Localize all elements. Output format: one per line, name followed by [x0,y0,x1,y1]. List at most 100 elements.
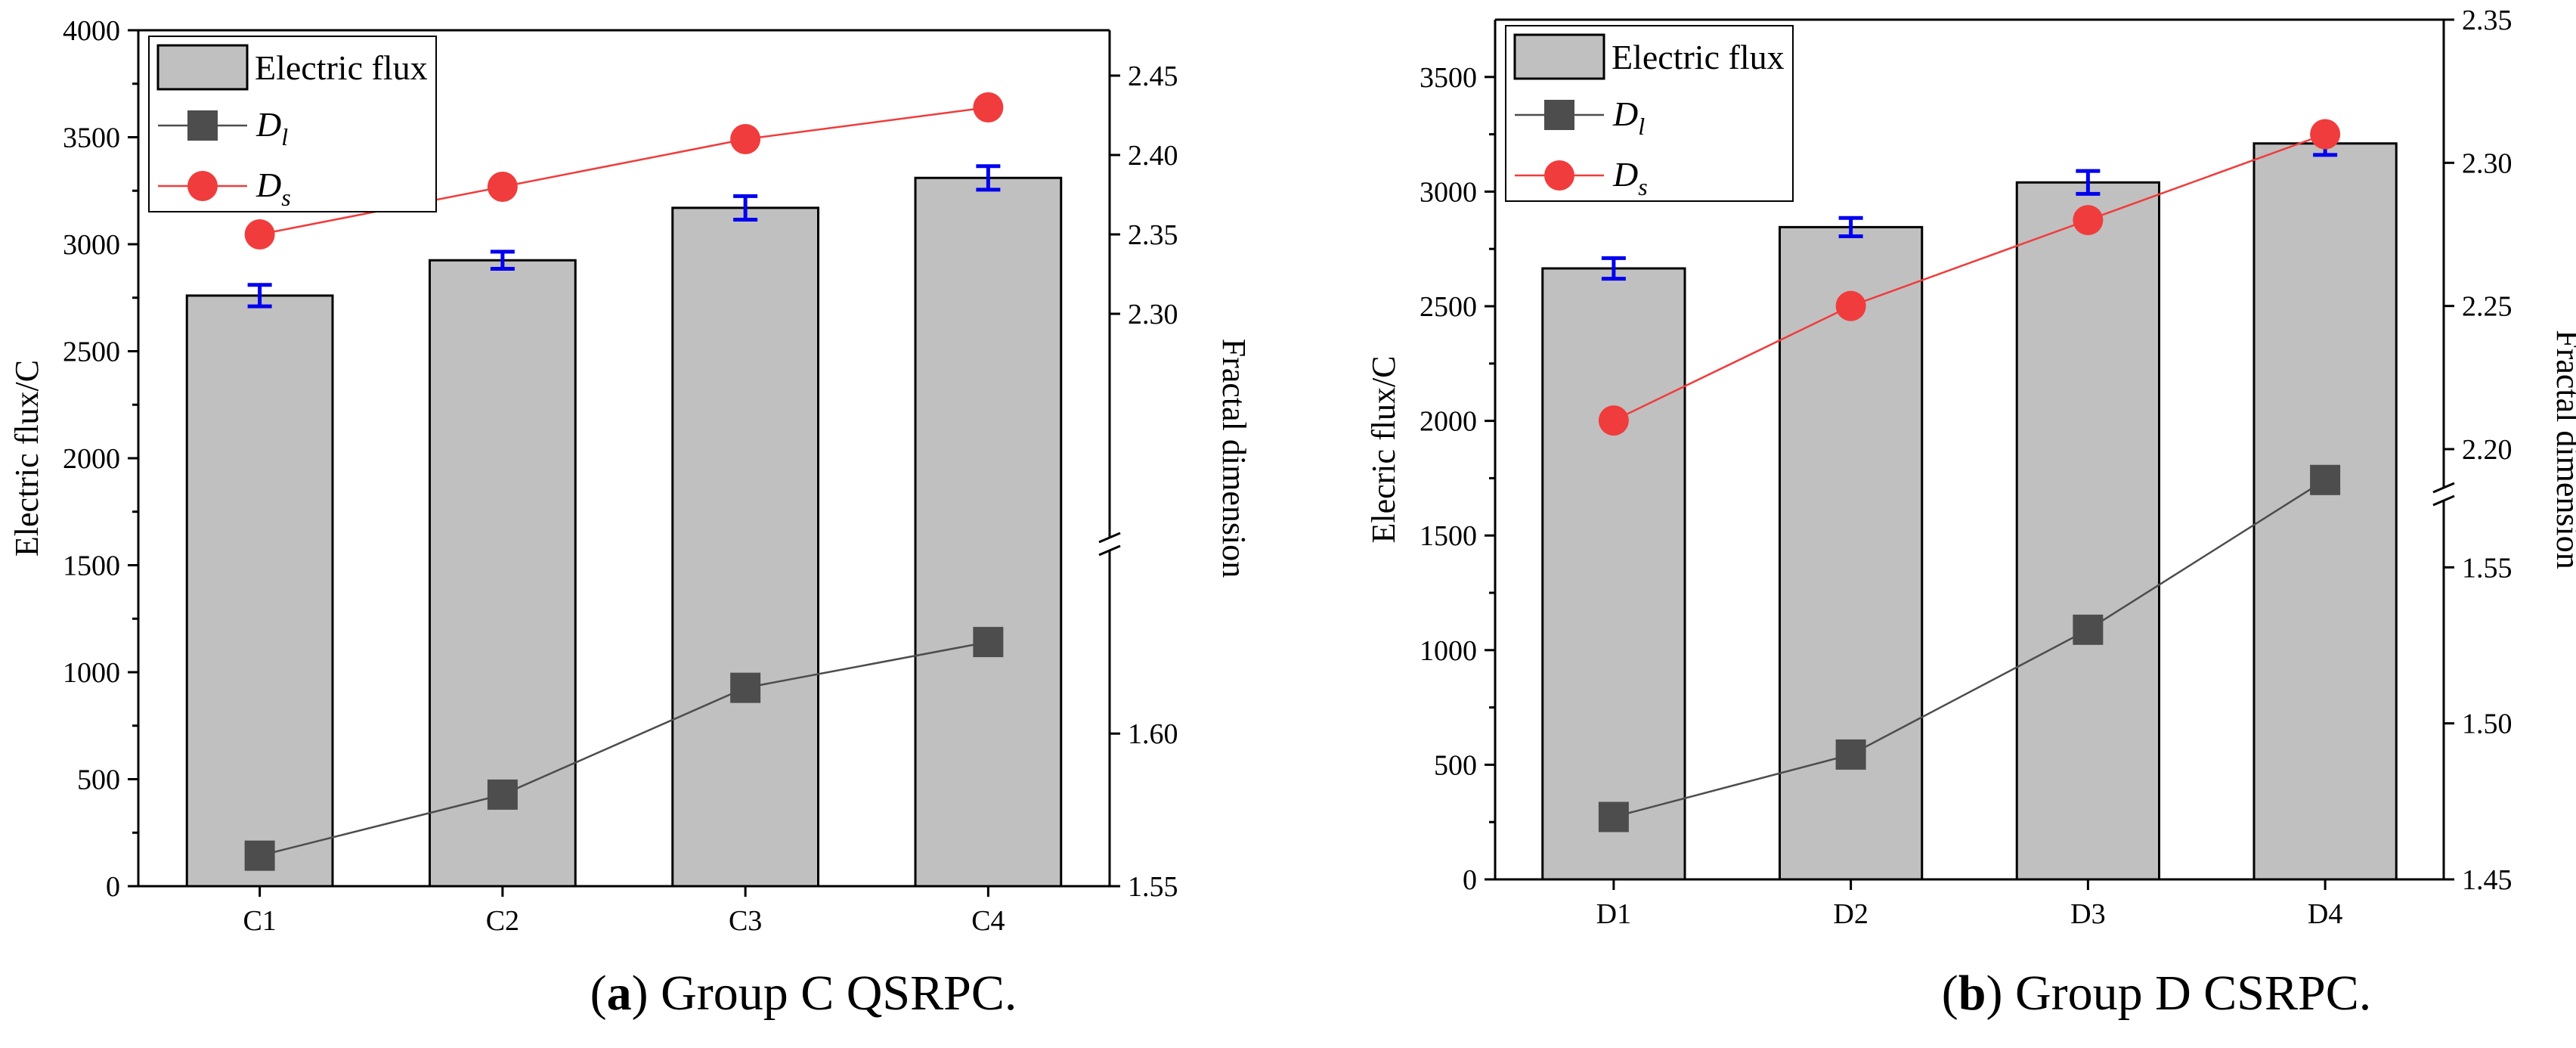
bar-c3 [671,206,819,888]
x-tick-label: D2 [1833,898,1868,930]
bar-c1 [185,294,334,888]
series-line-dl [1613,479,2326,818]
left-tick-label: 2000 [63,443,120,475]
x-tick-label: C4 [971,905,1005,937]
legend-marker-circle [1544,160,1574,191]
caption-letter: b [1958,966,1986,1021]
point-ds-c3 [730,124,761,154]
legend-marker-square [187,110,218,141]
legend-label-main: D [1612,155,1638,194]
left-tick-label: 3000 [1420,176,1477,208]
x-tick-label: C3 [729,905,762,937]
left-tick-label: 2500 [1420,291,1477,323]
axis-break-mark [1098,544,1121,557]
point-dl-d3 [2073,614,2104,645]
x-tick-label: D1 [1596,898,1631,930]
right-tick-label: 1.60 [1128,718,1178,750]
left-tick-label: 2500 [63,336,120,368]
right-tick-label: 1.55 [1128,871,1178,903]
left-tick-label: 3000 [63,229,120,261]
legend-label-sub: s [281,184,290,211]
left-tick-label: 1000 [1420,635,1477,667]
point-dl-c1 [244,840,275,871]
point-ds-c4 [973,92,1004,122]
left-tick-label: 0 [1463,864,1477,896]
axis-break-mark [2432,482,2455,494]
right-axis-title: Fractal dimension [2550,330,2576,569]
point-dl-d2 [1835,739,1866,770]
legend-marker-circle [187,171,218,201]
caption: (b) Group D CSRPC. [1942,966,2371,1021]
x-tick-label: C2 [486,905,519,937]
right-tick-label: 1.50 [2462,708,2513,740]
series-line-dl [259,640,989,857]
right-tick-label: 2.30 [1128,299,1178,330]
left-tick-label: 3500 [63,122,120,154]
right-tick-label: 2.30 [2462,147,2513,179]
legend-swatch-bar [156,44,249,91]
legend-label-dl: Dl [255,105,288,150]
axis-break-mark [2432,495,2455,507]
legend-swatch-bar [1513,33,1605,80]
left-tick-label: 1500 [1420,520,1477,552]
right-tick-label: 1.45 [2462,864,2513,896]
caption-text: Group C QSRPC. [649,966,1017,1021]
legend-marker-square [1544,100,1574,130]
left-tick-label: 500 [1434,749,1477,781]
legend-label-sub: s [1638,173,1647,200]
legend-label-electric-flux: Electric flux [1612,38,1785,76]
legend-label-main: D [1612,95,1638,133]
right-tick-label: 2.40 [1128,140,1178,172]
legend-label-sub: l [1638,113,1645,140]
legend-label-sub: l [281,123,288,150]
point-ds-c1 [244,219,275,250]
right-tick-label: 2.20 [2462,434,2513,466]
axis-break-mark [1098,532,1121,544]
point-dl-d4 [2310,464,2341,495]
caption-letter: a [607,966,632,1021]
bar-d4 [2252,142,2398,881]
x-tick-label: D3 [2070,898,2105,930]
x-tick-label: D4 [2308,898,2342,930]
left-tick-label: 0 [106,871,120,903]
right-tick-label: 2.25 [2462,291,2513,323]
left-tick-label: 500 [77,764,120,796]
left-tick-label: 1500 [63,550,120,582]
point-ds-c2 [487,172,518,202]
point-dl-c3 [730,672,761,703]
right-tick-label: 2.45 [1128,60,1178,92]
right-tick-label: 2.35 [2462,5,2513,36]
x-tick-label: C1 [243,905,276,937]
bar-d3 [2015,181,2160,881]
legend-label-ds: Ds [1612,155,1648,200]
left-tick-label: 2000 [1420,406,1477,438]
legend-label-main: D [255,166,281,204]
bar-d1 [1541,267,1686,881]
left-tick-label: 1000 [63,657,120,689]
legend-label-electric-flux: Electric flux [255,48,428,87]
point-dl-c4 [973,627,1004,658]
caption-text: Group D CSRPC. [2002,966,2371,1021]
point-dl-d1 [1598,802,1629,833]
legend-label-ds: Ds [255,166,291,211]
point-ds-d1 [1598,405,1629,436]
point-ds-d3 [2073,205,2104,236]
point-dl-c2 [487,779,518,810]
bar-c4 [914,176,1063,888]
left-tick-label: 3500 [1420,62,1477,94]
right-tick-label: 1.55 [2462,552,2513,584]
legend-label-main: D [255,105,281,144]
legend-label-dl: Dl [1612,95,1645,140]
left-axis-title: Elecric flux/C [1365,355,1402,543]
right-axis-title: Fractal dimension [1215,339,1252,578]
point-ds-d2 [1835,290,1866,321]
left-axis-title: Electric flux/C [8,360,45,557]
series-line-ds [1613,133,2326,422]
bar-d2 [1779,225,1924,881]
point-ds-d4 [2310,119,2341,150]
chart-panel-a: 0 500 1000 1500 2000 2500 3000 3500 4000 2.30 2.35… [8,15,1252,1021]
caption: (a) Group C QSRPC. [590,966,1017,1021]
